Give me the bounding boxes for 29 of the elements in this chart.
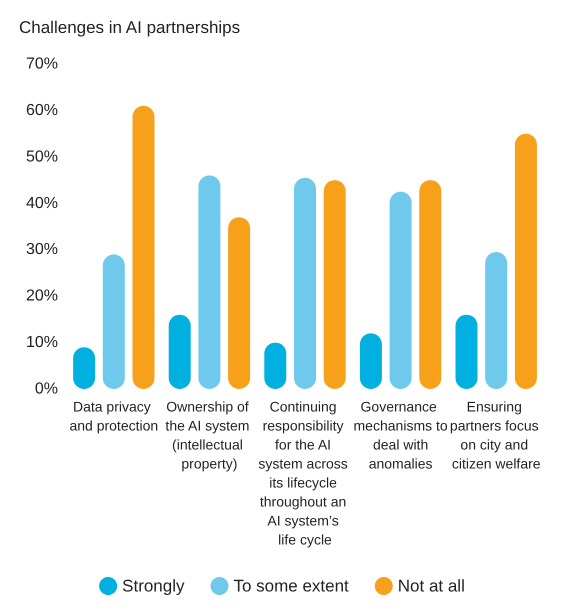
bar [456, 314, 478, 389]
x-tick-label: Ensuring partners focus on city and citizen welfare [450, 398, 543, 472]
x-tick-label: Ownership of the AI system (intellectual property) [165, 398, 254, 472]
bar [390, 192, 412, 389]
y-tick-label: 50% [26, 148, 58, 166]
bar [324, 180, 346, 389]
chart-title: Challenges in AI partnerships [19, 18, 240, 37]
bar [228, 217, 250, 389]
bar [132, 106, 154, 389]
y-tick-label: 60% [26, 102, 58, 119]
x-tick-label: Data privacy and protection [69, 398, 158, 434]
x-tick-label: Governance mechanisms to deal with anomalies [354, 398, 448, 472]
bar [514, 134, 537, 389]
bar [102, 254, 125, 389]
bar [419, 180, 442, 389]
legend-label: To some extent [234, 576, 350, 596]
bar [485, 252, 508, 389]
bar [168, 314, 191, 389]
y-tick-label: 20% [26, 288, 58, 305]
y-tick-label: 30% [26, 241, 58, 258]
y-tick-label: 40% [26, 194, 58, 212]
legend-label: Strongly [122, 576, 185, 596]
y-tick-label: 10% [26, 334, 58, 352]
y-tick-label: 70% [26, 56, 58, 72]
y-tick-label: 0% [34, 380, 58, 398]
legend-label: Not at all [398, 576, 465, 596]
bar [294, 178, 316, 389]
x-tick-label: Continuing responsibility for the AI system across its lifecycle throughout an AI system’s life cycle [258, 398, 352, 548]
bar [198, 175, 220, 389]
